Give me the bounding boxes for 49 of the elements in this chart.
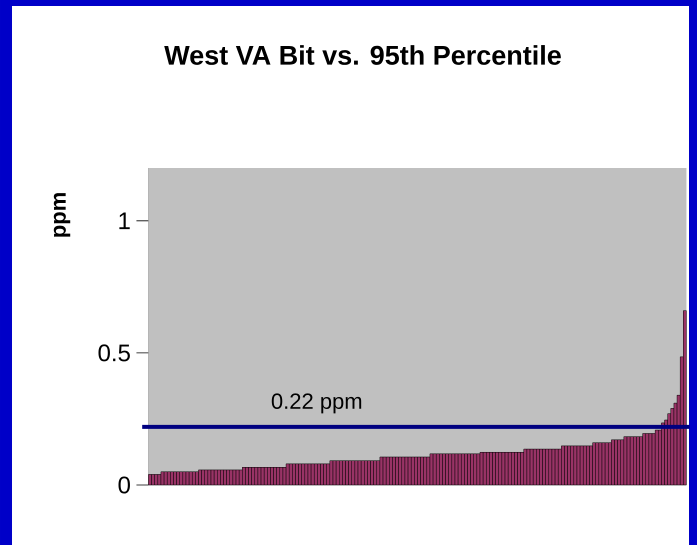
bar [198, 470, 202, 486]
bar [480, 452, 484, 486]
bar [542, 448, 546, 486]
bar [614, 440, 618, 486]
bar [442, 454, 446, 486]
bar [554, 448, 558, 486]
bar [260, 467, 264, 486]
bar [430, 454, 434, 486]
bar [332, 460, 336, 486]
bar [186, 472, 190, 486]
bar [210, 470, 214, 486]
y-tick-label: 0 [118, 476, 130, 494]
bar [467, 454, 471, 486]
bar [160, 472, 164, 486]
bar [295, 464, 299, 486]
bar [652, 433, 656, 486]
bar [492, 452, 496, 486]
bar [320, 464, 324, 486]
bar [382, 456, 386, 486]
y-axis-title: ppm [54, 193, 70, 237]
bar [151, 474, 155, 486]
y-tick-label: 1 [119, 212, 130, 230]
bar [236, 470, 240, 486]
bar [173, 472, 177, 486]
bar [589, 446, 593, 486]
y-tick-label: 0.5 [98, 344, 130, 362]
bar [567, 446, 571, 486]
bar [286, 464, 290, 486]
bar [345, 460, 349, 486]
bar [223, 470, 227, 486]
bar [504, 452, 508, 486]
bar [370, 460, 374, 486]
bar [248, 467, 252, 486]
bar [530, 448, 534, 486]
ref-line-label: 0.22 ppm [272, 393, 362, 414]
bar [454, 454, 458, 486]
bar [683, 310, 687, 486]
bar [626, 436, 630, 486]
bar [408, 456, 412, 486]
bar [273, 467, 277, 486]
bar [420, 456, 424, 486]
bar [517, 452, 521, 486]
bar [308, 464, 312, 486]
bar [395, 456, 399, 486]
bar [639, 436, 643, 486]
bar [358, 460, 362, 486]
chart-title: West VA Bit vs. 95th Percentile [164, 45, 561, 65]
bar [602, 442, 606, 486]
bar [576, 446, 580, 486]
